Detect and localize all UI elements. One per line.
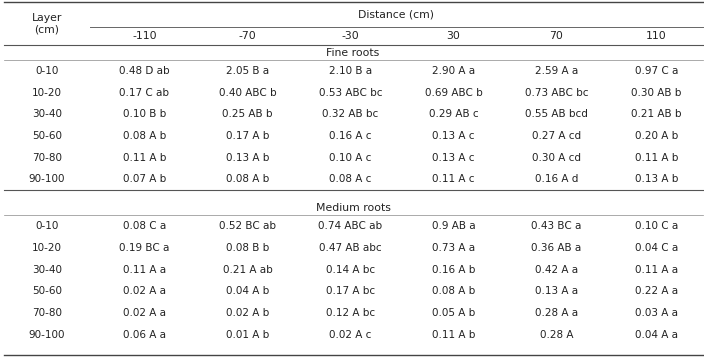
Text: Layer
(cm): Layer (cm) bbox=[32, 12, 62, 34]
Text: 0.43 BC a: 0.43 BC a bbox=[532, 221, 582, 231]
Text: 0.06 A a: 0.06 A a bbox=[123, 330, 166, 340]
Text: 0.27 A cd: 0.27 A cd bbox=[532, 131, 581, 141]
Text: 0.22 A a: 0.22 A a bbox=[635, 286, 678, 296]
Text: Fine roots: Fine roots bbox=[327, 47, 379, 57]
Text: 0.17 C ab: 0.17 C ab bbox=[120, 88, 170, 98]
Text: 0.13 A c: 0.13 A c bbox=[432, 131, 474, 141]
Text: 0.11 A a: 0.11 A a bbox=[635, 265, 678, 275]
Text: 0.73 ABC bc: 0.73 ABC bc bbox=[524, 88, 589, 98]
Text: 0.16 A b: 0.16 A b bbox=[432, 265, 475, 275]
Text: 10-20: 10-20 bbox=[32, 88, 62, 98]
Text: 0.11 A b: 0.11 A b bbox=[122, 153, 166, 163]
Text: 0.13 A b: 0.13 A b bbox=[635, 175, 678, 185]
Text: 0.19 BC a: 0.19 BC a bbox=[119, 243, 170, 253]
Text: 0.28 A a: 0.28 A a bbox=[535, 308, 578, 318]
Text: 0.52 BC ab: 0.52 BC ab bbox=[219, 221, 276, 231]
Text: 0.02 A a: 0.02 A a bbox=[123, 286, 166, 296]
Text: 0.04 A a: 0.04 A a bbox=[635, 330, 678, 340]
Text: 0.11 A c: 0.11 A c bbox=[432, 175, 474, 185]
Text: 10-20: 10-20 bbox=[32, 243, 62, 253]
Text: 0.21 AB b: 0.21 AB b bbox=[631, 109, 682, 119]
Text: 0.14 A bc: 0.14 A bc bbox=[326, 265, 375, 275]
Text: 2.10 B a: 2.10 B a bbox=[329, 66, 372, 76]
Text: 0.13 A b: 0.13 A b bbox=[226, 153, 269, 163]
Text: 0.30 AB b: 0.30 AB b bbox=[631, 88, 681, 98]
Text: 0.03 A a: 0.03 A a bbox=[635, 308, 678, 318]
Text: 0.08 A b: 0.08 A b bbox=[122, 131, 166, 141]
Text: 0.04 C a: 0.04 C a bbox=[635, 243, 678, 253]
Text: 0.97 C a: 0.97 C a bbox=[635, 66, 678, 76]
Text: 30-40: 30-40 bbox=[32, 109, 62, 119]
Text: 70-80: 70-80 bbox=[32, 153, 62, 163]
Text: 90-100: 90-100 bbox=[29, 175, 65, 185]
Text: 0-10: 0-10 bbox=[35, 66, 58, 76]
Text: 0.08 A c: 0.08 A c bbox=[329, 175, 372, 185]
Text: 0.17 A b: 0.17 A b bbox=[226, 131, 269, 141]
Text: 0.36 AB a: 0.36 AB a bbox=[532, 243, 582, 253]
Text: Medium roots: Medium roots bbox=[315, 203, 391, 213]
Text: Distance (cm): Distance (cm) bbox=[358, 9, 434, 19]
Text: 0.08 B b: 0.08 B b bbox=[226, 243, 269, 253]
Text: 0.69 ABC b: 0.69 ABC b bbox=[425, 88, 482, 98]
Text: 0.11 A b: 0.11 A b bbox=[432, 330, 475, 340]
Text: 0.11 A a: 0.11 A a bbox=[123, 265, 166, 275]
Text: 0.08 A b: 0.08 A b bbox=[226, 175, 269, 185]
Text: 0.53 ABC bc: 0.53 ABC bc bbox=[319, 88, 382, 98]
Text: -110: -110 bbox=[132, 31, 157, 41]
Text: 0-10: 0-10 bbox=[35, 221, 58, 231]
Text: 0.13 A a: 0.13 A a bbox=[535, 286, 578, 296]
Text: 0.16 A d: 0.16 A d bbox=[535, 175, 578, 185]
Text: 110: 110 bbox=[646, 31, 667, 41]
Text: 0.40 ABC b: 0.40 ABC b bbox=[219, 88, 276, 98]
Text: 0.25 AB b: 0.25 AB b bbox=[222, 109, 272, 119]
Text: 0.12 A bc: 0.12 A bc bbox=[326, 308, 375, 318]
Text: -30: -30 bbox=[341, 31, 359, 41]
Text: 0.28 A: 0.28 A bbox=[540, 330, 573, 340]
Text: 30-40: 30-40 bbox=[32, 265, 62, 275]
Text: 0.55 AB bcd: 0.55 AB bcd bbox=[525, 109, 588, 119]
Text: 90-100: 90-100 bbox=[29, 330, 65, 340]
Text: 50-60: 50-60 bbox=[32, 286, 62, 296]
Text: 2.05 B a: 2.05 B a bbox=[226, 66, 269, 76]
Text: 0.01 A b: 0.01 A b bbox=[226, 330, 269, 340]
Text: 0.05 A b: 0.05 A b bbox=[432, 308, 475, 318]
Text: 0.10 A c: 0.10 A c bbox=[329, 153, 372, 163]
Text: 0.48 D ab: 0.48 D ab bbox=[119, 66, 170, 76]
Text: 0.08 C a: 0.08 C a bbox=[122, 221, 166, 231]
Text: 0.02 A a: 0.02 A a bbox=[123, 308, 166, 318]
Text: 0.11 A b: 0.11 A b bbox=[635, 153, 678, 163]
Text: 0.13 A c: 0.13 A c bbox=[432, 153, 474, 163]
Text: 0.02 A c: 0.02 A c bbox=[329, 330, 372, 340]
Text: 0.10 C a: 0.10 C a bbox=[635, 221, 678, 231]
Text: 0.16 A c: 0.16 A c bbox=[329, 131, 372, 141]
Text: 0.07 A b: 0.07 A b bbox=[122, 175, 166, 185]
Text: 0.74 ABC ab: 0.74 ABC ab bbox=[318, 221, 382, 231]
Text: 0.29 AB c: 0.29 AB c bbox=[429, 109, 478, 119]
Text: 70: 70 bbox=[550, 31, 563, 41]
Text: 0.47 AB abc: 0.47 AB abc bbox=[319, 243, 382, 253]
Text: 30: 30 bbox=[446, 31, 460, 41]
Text: 0.04 A b: 0.04 A b bbox=[226, 286, 269, 296]
Text: 0.17 A bc: 0.17 A bc bbox=[326, 286, 375, 296]
Text: 0.73 A a: 0.73 A a bbox=[432, 243, 475, 253]
Text: 0.30 A cd: 0.30 A cd bbox=[532, 153, 581, 163]
Text: 0.32 AB bc: 0.32 AB bc bbox=[322, 109, 379, 119]
Text: 0.42 A a: 0.42 A a bbox=[535, 265, 578, 275]
Text: 0.08 A b: 0.08 A b bbox=[432, 286, 475, 296]
Text: 0.10 B b: 0.10 B b bbox=[122, 109, 166, 119]
Text: 50-60: 50-60 bbox=[32, 131, 62, 141]
Text: 0.20 A b: 0.20 A b bbox=[635, 131, 678, 141]
Text: 0.02 A b: 0.02 A b bbox=[226, 308, 269, 318]
Text: 0.21 A ab: 0.21 A ab bbox=[222, 265, 272, 275]
Text: -70: -70 bbox=[239, 31, 256, 41]
Text: 70-80: 70-80 bbox=[32, 308, 62, 318]
Text: 2.59 A a: 2.59 A a bbox=[535, 66, 578, 76]
Text: 2.90 A a: 2.90 A a bbox=[432, 66, 475, 76]
Text: 0.9 AB a: 0.9 AB a bbox=[432, 221, 475, 231]
